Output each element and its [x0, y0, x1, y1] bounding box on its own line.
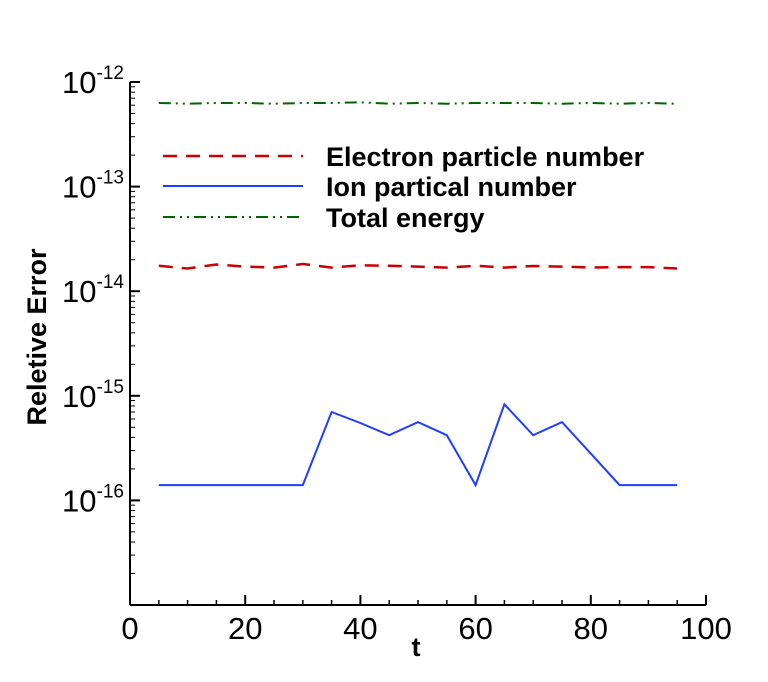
- series-line-2: [158, 402, 678, 488]
- legend-label-2: Ion partical number: [326, 172, 577, 202]
- x-tick-label: 0: [121, 611, 138, 646]
- x-tick-label: 60: [458, 611, 492, 646]
- series-line-1: [158, 262, 678, 270]
- x-tick-label: 20: [228, 611, 262, 646]
- y-tick-label: 10-16: [62, 481, 124, 518]
- y-tick-label: 10-12: [62, 63, 124, 100]
- legend-label-3: Total energy: [326, 203, 485, 233]
- y-axis-title: Reletive Error: [22, 248, 52, 426]
- x-tick-label: 80: [574, 611, 608, 646]
- y-tick-label: 10-13: [62, 168, 124, 205]
- legend-label-1: Electron particle number: [326, 142, 645, 172]
- y-tick-label: 10-15: [62, 377, 124, 414]
- x-axis-title: t: [412, 632, 421, 662]
- axes: 0 20 40 60 80 100 10-12 10-13 10-14 10-15 10-16: [62, 63, 732, 646]
- x-tick-label: 100: [680, 611, 732, 646]
- y-tick-label: 10-14: [62, 272, 124, 309]
- series-line-3: [158, 101, 678, 105]
- x-tick-label: 40: [343, 611, 377, 646]
- series-layer: [158, 101, 678, 488]
